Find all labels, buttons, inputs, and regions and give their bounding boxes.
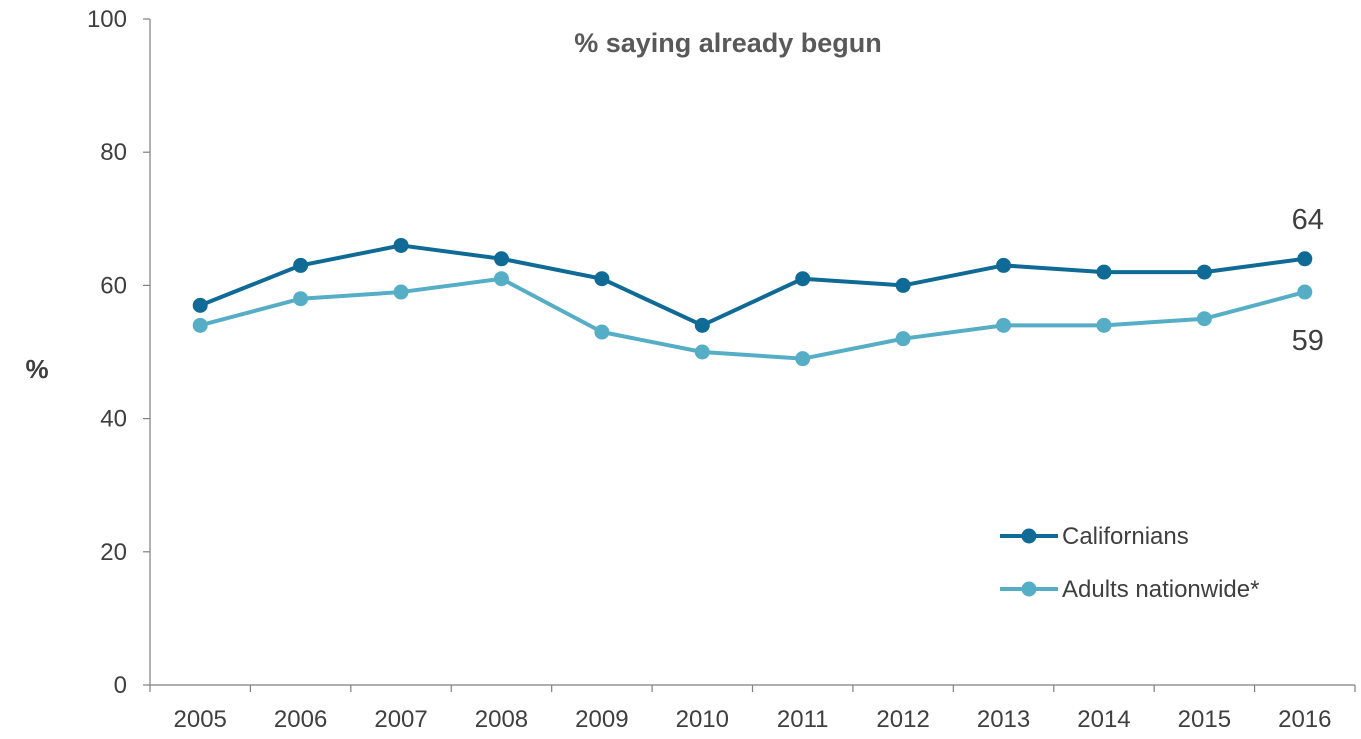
chart-title: % saying already begun bbox=[574, 28, 882, 58]
end-value-label: 59 bbox=[1292, 325, 1324, 357]
series-2 bbox=[192, 271, 1313, 367]
y-tick-label: 100 bbox=[87, 6, 127, 33]
data-point bbox=[293, 291, 309, 307]
data-point bbox=[996, 317, 1012, 333]
data-point bbox=[1196, 311, 1212, 327]
y-tick-label: 20 bbox=[100, 539, 127, 566]
series-1 bbox=[192, 237, 1313, 333]
data-point bbox=[1297, 284, 1313, 300]
x-tick-label: 2010 bbox=[676, 706, 729, 733]
data-point bbox=[895, 331, 911, 347]
x-tick-label: 2016 bbox=[1278, 706, 1331, 733]
y-axis-label: % bbox=[25, 354, 48, 384]
data-point bbox=[895, 277, 911, 293]
legend-swatch-marker bbox=[1021, 528, 1037, 544]
data-point bbox=[694, 344, 710, 360]
data-point bbox=[1297, 251, 1313, 267]
data-point bbox=[192, 297, 208, 313]
data-point bbox=[393, 237, 409, 253]
legend-label: Adults nationwide* bbox=[1062, 576, 1259, 603]
data-point bbox=[996, 257, 1012, 273]
end-value-label: 64 bbox=[1292, 204, 1324, 236]
data-point bbox=[594, 271, 610, 287]
legend: Californians Adults nationwide* bbox=[1000, 523, 1259, 603]
y-tick-label: 40 bbox=[100, 406, 127, 433]
data-point bbox=[694, 317, 710, 333]
y-tick-label: 60 bbox=[100, 272, 127, 299]
y-tick-label: 80 bbox=[100, 139, 127, 166]
data-point bbox=[1096, 317, 1112, 333]
data-point bbox=[493, 271, 509, 287]
series-line bbox=[199, 276, 1306, 361]
x-tick-label: 2009 bbox=[575, 706, 628, 733]
x-tick-label: 2015 bbox=[1178, 706, 1231, 733]
data-point bbox=[1196, 264, 1212, 280]
legend-swatch-marker bbox=[1021, 581, 1037, 597]
data-point bbox=[493, 251, 509, 267]
legend-item: Adults nationwide* bbox=[1000, 576, 1259, 603]
x-tick-label: 2011 bbox=[777, 706, 829, 733]
y-tick-label: 0 bbox=[114, 672, 127, 699]
data-point bbox=[795, 271, 811, 287]
data-point bbox=[293, 257, 309, 273]
data-point bbox=[192, 317, 208, 333]
series-layer bbox=[192, 237, 1313, 367]
x-tick-label: 2006 bbox=[274, 706, 327, 733]
legend-label: Californians bbox=[1062, 523, 1189, 550]
data-point bbox=[1096, 264, 1112, 280]
x-tick-label: 2012 bbox=[876, 706, 929, 733]
data-point bbox=[594, 324, 610, 340]
x-tick-label: 2007 bbox=[374, 706, 427, 733]
end-labels: 64 59 bbox=[1292, 204, 1324, 357]
x-tick-label: 2008 bbox=[475, 706, 528, 733]
x-tick-label: 2014 bbox=[1077, 706, 1130, 733]
legend-item: Californians bbox=[1000, 523, 1189, 550]
x-tick-label: 2013 bbox=[977, 706, 1030, 733]
data-point bbox=[393, 284, 409, 300]
series-line bbox=[199, 243, 1306, 328]
data-point bbox=[795, 351, 811, 367]
x-tick-label: 2005 bbox=[174, 706, 227, 733]
axes: 0 20 40 60 80 100 2005 2006 2007 2008 2009 2010 2011… bbox=[87, 6, 1356, 733]
